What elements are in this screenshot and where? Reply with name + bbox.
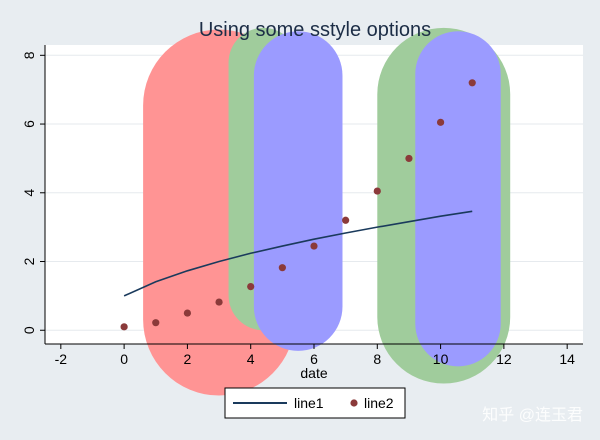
x-tick-label: 14 — [559, 351, 575, 367]
y-tick-label: 0 — [21, 326, 37, 334]
y-tick-label: 8 — [21, 51, 37, 59]
series-line2-point — [342, 216, 350, 224]
highlight-bands — [143, 27, 511, 396]
x-axis-label: date — [300, 365, 327, 381]
series-line2-point — [310, 242, 318, 250]
x-tick-label: 2 — [184, 351, 192, 367]
x-tick-label: 6 — [310, 351, 318, 367]
highlight-band — [415, 31, 501, 367]
watermark: 知乎 @连玉君 — [482, 406, 583, 424]
series-line2-point — [373, 187, 381, 195]
series-line2-point — [215, 298, 223, 306]
series-line2-point — [468, 79, 476, 87]
series-line2-point — [183, 309, 192, 317]
legend-line2-swatch — [350, 399, 358, 407]
series-line2-point — [405, 154, 413, 163]
y-tick-label: 2 — [21, 257, 37, 265]
series-line2-point — [152, 319, 160, 327]
chart-title: Using some sstyle options — [199, 19, 431, 41]
x-tick-label: 0 — [120, 351, 128, 367]
legend: line1 line2 — [224, 387, 406, 419]
x-tick-label: 8 — [373, 351, 381, 367]
series-line2-point — [247, 283, 255, 291]
x-tick-label: 12 — [496, 351, 512, 367]
series-line2-point — [436, 118, 445, 126]
series-line2-point — [278, 264, 286, 272]
x-tick-label: 4 — [247, 351, 255, 367]
legend-line2-label: line2 — [364, 395, 394, 411]
series-line2-point — [120, 323, 128, 331]
y-tick-label: 4 — [21, 189, 37, 197]
series-layer — [120, 79, 476, 331]
y-tick-label: 6 — [21, 120, 37, 128]
legend-line1-label: line1 — [294, 395, 324, 411]
axes: -2 0 2 4 6 8 10 12 14 0 2 4 6 8 — [21, 45, 583, 367]
x-tick-label: -2 — [55, 351, 68, 367]
x-tick-label: 10 — [433, 351, 449, 367]
series-line1 — [123, 210, 473, 297]
highlight-band — [253, 31, 343, 351]
